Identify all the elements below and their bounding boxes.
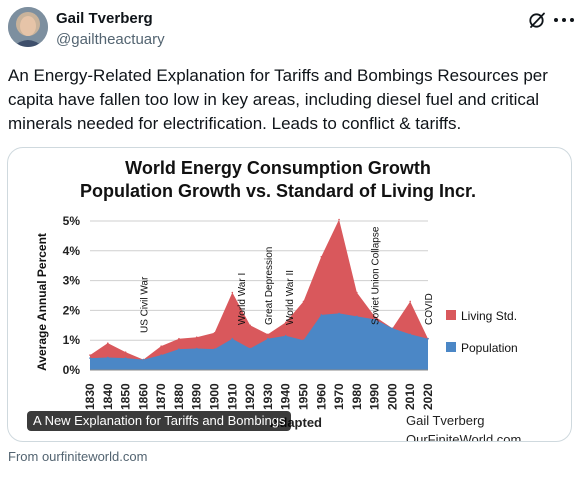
point-living-std bbox=[249, 324, 251, 327]
point-living-std bbox=[320, 255, 323, 258]
x-tick-label: 1860 bbox=[136, 383, 150, 410]
x-tick-label: 1840 bbox=[101, 383, 115, 410]
annotation-label: World War II bbox=[285, 270, 296, 325]
x-tick-label: 1930 bbox=[261, 383, 275, 410]
x-tick-label: 1910 bbox=[225, 383, 239, 410]
point-population bbox=[267, 337, 269, 340]
x-tick-label: 2020 bbox=[421, 383, 435, 410]
point-living-std bbox=[89, 354, 91, 356]
author-avatar[interactable] bbox=[8, 7, 48, 47]
avatar-photo bbox=[8, 7, 48, 47]
x-tick-label: 1850 bbox=[119, 383, 133, 410]
x-tick-label: 1830 bbox=[83, 383, 97, 410]
author-name[interactable]: Gail Tverberg bbox=[56, 10, 153, 27]
more-options-icon[interactable] bbox=[552, 18, 576, 24]
x-tick-label: 1950 bbox=[296, 383, 310, 410]
grok-icon[interactable] bbox=[527, 10, 547, 30]
x-tick-label: 2000 bbox=[385, 383, 399, 410]
x-tick-label: 1960 bbox=[314, 383, 328, 410]
chart-subtitle: Population Growth vs. Standard of Living… bbox=[80, 181, 476, 201]
point-living-std bbox=[160, 345, 162, 347]
point-living-std bbox=[284, 321, 287, 324]
point-population bbox=[427, 337, 429, 340]
point-population bbox=[142, 358, 145, 361]
point-population bbox=[231, 337, 234, 340]
energy-chart: World Energy Consumption Growth Populati… bbox=[35, 158, 521, 441]
annotation-label: COVID bbox=[424, 293, 435, 325]
x-tick-label: 1920 bbox=[243, 383, 257, 410]
card-source-link[interactable]: From ourfiniteworld.com bbox=[8, 449, 148, 464]
legend-swatch bbox=[446, 310, 456, 320]
x-tick-label: 1990 bbox=[368, 383, 382, 410]
point-living-std bbox=[106, 342, 109, 344]
point-population bbox=[373, 318, 376, 321]
point-population bbox=[249, 347, 251, 350]
point-living-std bbox=[338, 218, 340, 221]
x-tick-label: 1940 bbox=[279, 383, 293, 410]
y-tick-label: 2% bbox=[63, 303, 81, 317]
y-tick-label: 5% bbox=[63, 214, 81, 228]
point-population bbox=[89, 357, 91, 359]
point-living-std bbox=[267, 333, 269, 336]
point-population bbox=[409, 333, 412, 336]
annotation-label: Soviet Union Collapse bbox=[371, 226, 382, 325]
legend-swatch bbox=[446, 342, 456, 352]
point-living-std bbox=[195, 336, 198, 339]
annotation-label: US Civil War bbox=[139, 276, 150, 333]
chart-footer-line-2: OurFiniteWorld.com bbox=[406, 432, 521, 441]
x-tick-label: 1890 bbox=[190, 383, 204, 410]
point-population bbox=[195, 347, 198, 350]
y-tick-label: 0% bbox=[63, 363, 81, 377]
point-living-std bbox=[231, 291, 234, 294]
legend-label: Living Std. bbox=[461, 309, 517, 323]
point-population bbox=[391, 327, 394, 330]
chart-title: World Energy Consumption Growth bbox=[125, 158, 431, 178]
point-population bbox=[178, 348, 180, 350]
legend-label: Population bbox=[461, 341, 518, 355]
point-living-std bbox=[302, 300, 305, 303]
point-population bbox=[284, 334, 287, 337]
author-handle[interactable]: @gailtheactuary bbox=[56, 31, 165, 48]
point-living-std bbox=[356, 291, 358, 294]
point-population bbox=[302, 339, 305, 341]
chart-footer-line-1: Gail Tverberg bbox=[406, 413, 485, 428]
y-tick-label: 1% bbox=[63, 333, 81, 347]
annotation-label: Great Depression bbox=[264, 247, 275, 325]
x-tick-label: 2010 bbox=[403, 383, 417, 410]
annotation-label: World War I bbox=[237, 273, 248, 325]
point-population bbox=[356, 315, 358, 318]
point-population bbox=[106, 356, 109, 359]
x-tick-label: 1980 bbox=[350, 383, 364, 410]
point-living-std bbox=[409, 300, 412, 303]
x-tick-label: 1880 bbox=[172, 383, 186, 410]
point-living-std bbox=[373, 315, 376, 318]
point-population bbox=[338, 312, 340, 315]
x-tick-label: 1970 bbox=[332, 383, 346, 410]
point-population bbox=[160, 354, 162, 356]
point-living-std bbox=[124, 351, 127, 353]
x-tick-label: 1900 bbox=[208, 383, 222, 410]
y-tick-label: 4% bbox=[63, 244, 81, 258]
chart-ylabel: Average Annual Percent bbox=[35, 233, 49, 371]
x-tick-label: 1870 bbox=[154, 383, 168, 410]
point-population bbox=[320, 314, 323, 316]
tweet-text: An Energy-Related Explanation for Tariff… bbox=[8, 66, 548, 133]
link-card[interactable]: World Energy Consumption Growth Populati… bbox=[7, 147, 572, 442]
point-population bbox=[213, 348, 216, 350]
point-living-std bbox=[178, 337, 180, 340]
point-living-std bbox=[213, 331, 216, 334]
y-tick-label: 3% bbox=[63, 274, 81, 288]
series-area-population bbox=[90, 313, 428, 370]
point-population bbox=[124, 357, 127, 359]
card-title-overlay: A New Explanation for Tariffs and Bombin… bbox=[27, 411, 292, 431]
